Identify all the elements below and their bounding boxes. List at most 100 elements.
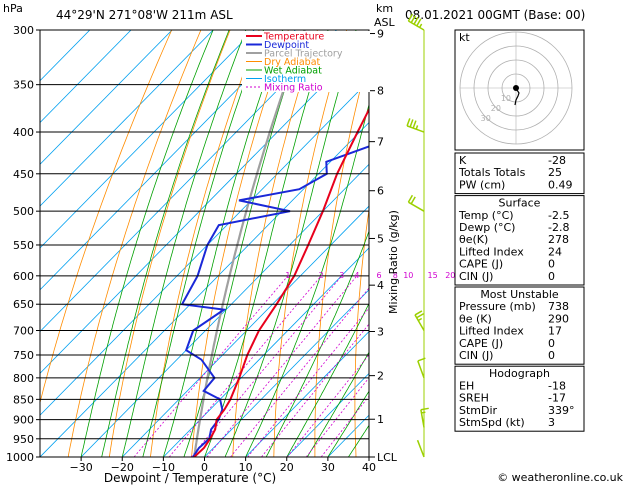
table-row-value: 0 [548, 337, 555, 350]
table-row-value: -17 [548, 392, 566, 405]
wind-barb [407, 194, 425, 212]
legend-entry: Mixing Ratio [264, 83, 323, 94]
table-row-value: 24 [548, 245, 562, 258]
km-tick-label: 8 [377, 85, 384, 98]
isotherm-line [40, 30, 214, 207]
mixing-ratio-tick-label: 4 [354, 271, 359, 280]
x-tick-label: 30 [321, 461, 335, 474]
table-row-label: CAPE (J) [459, 258, 503, 271]
wet-adiabat-line [306, 351, 369, 457]
mixing-ratio-tick-label: 8 [393, 271, 398, 280]
dry-adiabat-line [394, 6, 440, 458]
pressure-tick-label: 600 [13, 270, 34, 283]
wind-barb-flag [413, 16, 419, 25]
wind-barb [416, 439, 425, 458]
km-label: km [376, 2, 393, 15]
table-row-label: CIN (J) [459, 349, 493, 362]
wind-barb-flag [407, 13, 414, 22]
km-tick-label: 1 [377, 413, 384, 426]
km-tick-label: 7 [377, 136, 384, 149]
table-row-label: SREH [459, 392, 489, 405]
wind-barb [407, 13, 425, 31]
table-row-label: Dewp (°C) [459, 221, 515, 234]
dry-adiabat-line [108, 30, 231, 457]
wind-barb-flag [416, 313, 424, 319]
wind-barb-staff [420, 409, 425, 428]
x-tick-label: 40 [362, 461, 376, 474]
mixing-ratio-tick-label: 15 [428, 271, 438, 280]
pressure-tick-label: 450 [13, 168, 34, 181]
isotherm-line [40, 121, 369, 457]
table-row-value: 0 [548, 349, 555, 362]
legend-entry: Dewpoint [264, 40, 309, 51]
datetime-title: 08.01.2021 00GMT (Base: 00) [405, 8, 585, 22]
wind-barb [417, 357, 426, 379]
table-row-label: K [459, 154, 467, 167]
table-row-label: StmSpd (kt) [459, 416, 525, 429]
wind-barb-flag [410, 196, 416, 205]
wet-adiabat-line [80, 30, 214, 457]
wind-barb-half-flag [415, 125, 419, 130]
table-row-value: 25 [548, 166, 562, 179]
table-row-label: CAPE (J) [459, 337, 503, 350]
mixing-ratio-tick-label: 10 [403, 271, 413, 280]
x-tick-label: −30 [70, 461, 93, 474]
indices-table: K -28 Totals Totals 25 PW (cm) 0.49 SurfaceTem… [454, 152, 585, 432]
table-row-value: 290 [548, 312, 569, 325]
isotherm-line [245, 330, 369, 457]
mixing-ratio-line [247, 307, 369, 457]
hodograph-storm-marker [513, 85, 519, 91]
isotherm-line [40, 30, 132, 124]
isotherm-line [204, 289, 369, 457]
table-row-label: EH [459, 379, 474, 392]
mixing-ratio-tick-label: 1 [285, 271, 290, 280]
legend-entry: Dry Adiabat [264, 57, 321, 68]
pressure-tick-label: 850 [13, 393, 34, 406]
table-row-label: CIN (J) [459, 270, 493, 283]
table-row-value: 278 [548, 233, 569, 246]
table-row-value: -2.8 [548, 221, 569, 234]
wind-barb-flag [416, 18, 422, 27]
pressure-tick-label: 800 [13, 372, 34, 385]
table-row-value: -18 [548, 379, 566, 392]
km-tick-label: 5 [377, 232, 384, 245]
table-row-label: Lifted Index [459, 245, 524, 258]
isotherm-line [40, 30, 173, 165]
mixing-ratio-tick-label: 6 [377, 271, 382, 280]
wind-barb-flag [410, 15, 416, 23]
km-tick-label: 4 [377, 279, 384, 292]
x-axis-label: Dewpoint / Temperature (°C) [104, 471, 276, 485]
wind-barb-flag [420, 407, 429, 411]
km-tick-label: 3 [377, 326, 384, 339]
pressure-tick-label: 550 [13, 239, 34, 252]
table-row-value: 738 [548, 300, 569, 313]
isotherm-line [40, 30, 255, 249]
hodograph-ring-label: 20 [491, 104, 501, 113]
legend-entry: Isotherm [264, 74, 306, 85]
mixing-ratio-line [230, 287, 369, 457]
hodograph-unit-label: kt [459, 31, 470, 44]
pressure-tick-label: 1000 [6, 451, 34, 464]
wet-adiabat-line [265, 230, 369, 457]
table-row-label: Totals Totals [458, 166, 526, 179]
isotherm-line [286, 372, 369, 457]
credit-text: © weatheronline.co.uk [497, 471, 623, 484]
mixing-ratio-axis-label: Mixing Ratio (g/kg) [387, 210, 400, 314]
wind-barb-flag [406, 118, 411, 127]
wet-adiabat-line [286, 302, 369, 457]
x-tick-label: 0 [201, 461, 208, 474]
dry-adiabat-line [40, 30, 173, 405]
wind-barb-staff [417, 360, 425, 379]
table-row-value: 17 [548, 325, 562, 338]
wind-barb-flag [412, 120, 417, 129]
wind-barb [414, 310, 425, 331]
table-row-value: 339° [548, 404, 575, 417]
table-row-value: 0.49 [548, 178, 573, 191]
wind-barb-flag [407, 194, 414, 203]
pressure-tick-label: 500 [13, 205, 34, 218]
legend-entry: Parcel Trajectory [264, 49, 343, 60]
table-row-value: -28 [548, 154, 566, 167]
temperature-line [193, 107, 369, 457]
